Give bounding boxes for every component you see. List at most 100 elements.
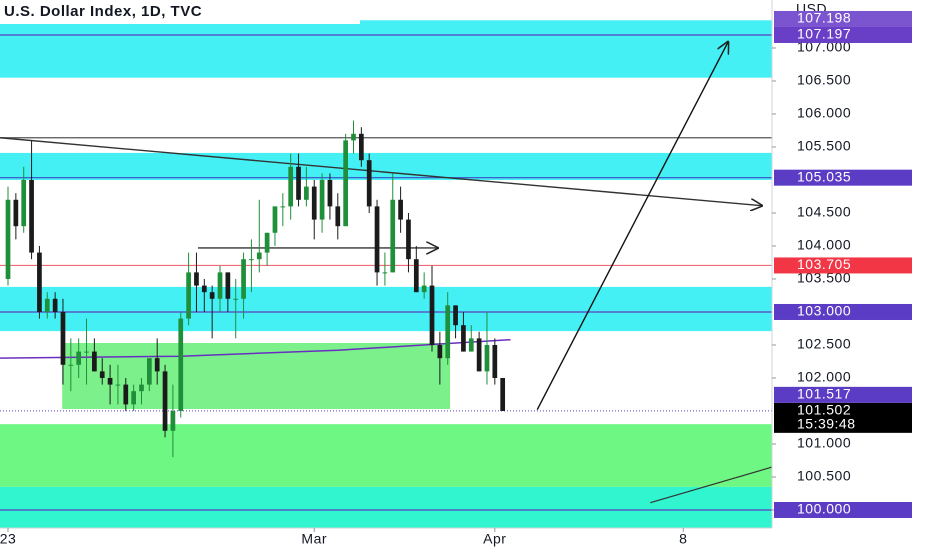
candle-body [115, 384, 121, 386]
zone [0, 486, 772, 528]
y-tick-label: 100.500 [797, 468, 851, 484]
candle-body [461, 325, 466, 352]
candle-body [343, 140, 348, 227]
candle-body [500, 377, 506, 411]
candle-body [99, 371, 105, 378]
candle-body [233, 298, 239, 300]
arrow-line [0, 137, 762, 206]
candle-body [123, 384, 129, 405]
y-tick-label: 105.500 [797, 138, 851, 154]
price-label-time: 15:39:48 [797, 416, 856, 432]
x-tick-label: Mar [301, 531, 327, 547]
x-tick-label: 8 [679, 531, 687, 547]
candle-body [37, 252, 42, 312]
candle-body [358, 133, 364, 161]
candle-body [264, 232, 270, 253]
price-label-bg [774, 169, 912, 186]
candle-body [484, 344, 490, 372]
plot-area [0, 20, 773, 528]
arrow-line [536, 42, 728, 410]
y-tick-label: 106.000 [797, 105, 851, 121]
candle-body [209, 292, 215, 299]
zone [0, 20, 772, 78]
candle-body [44, 298, 50, 312]
candle-body [131, 391, 136, 405]
candle-body [162, 371, 168, 431]
candle-body [13, 199, 19, 227]
price-label: 107.198 [797, 10, 851, 26]
candle-body [382, 272, 388, 274]
y-tick-label: 102.500 [797, 336, 851, 352]
candle-body [445, 305, 451, 359]
candle-body [288, 166, 294, 207]
zone [0, 152, 772, 180]
price-label-bg [774, 501, 912, 518]
price-label: 107.197 [797, 26, 851, 42]
candle-body [92, 351, 97, 372]
zone [0, 286, 772, 332]
candle-body [154, 358, 160, 372]
candle-body [374, 206, 380, 273]
candle-body [468, 338, 474, 352]
y-tick-label: 101.000 [797, 435, 851, 451]
candle-body [139, 384, 144, 392]
candle-body [492, 344, 498, 378]
candle-body [76, 351, 82, 365]
price-label: 103.000 [797, 303, 851, 319]
price-label-bg [774, 257, 912, 274]
price-label-bg [774, 10, 912, 27]
price-label-bg [774, 26, 912, 43]
y-tick-label: 104.000 [797, 237, 851, 253]
chart-title: U.S. Dollar Index, 1D, TVC [4, 3, 202, 20]
candle-body [311, 186, 317, 220]
candle-body [21, 179, 27, 227]
price-label: 101.517 [797, 386, 851, 402]
candle-body [225, 272, 231, 299]
candle-body [201, 285, 207, 293]
y-tick-label: 104.500 [797, 204, 851, 220]
candle-body [107, 377, 113, 385]
price-label: 103.705 [797, 256, 851, 272]
candle-body [5, 199, 11, 279]
y-tick-label: 103.500 [797, 270, 851, 286]
candle-body [29, 179, 34, 253]
candle-body [256, 252, 262, 260]
candle-body [146, 358, 152, 385]
candle-body [437, 344, 443, 359]
candle-body [68, 364, 74, 366]
candle-body [296, 166, 301, 200]
candle-body [319, 179, 325, 220]
candle-body [398, 199, 403, 220]
candle-body [217, 272, 223, 299]
candle-body [304, 186, 309, 200]
x-tick-label: Apr [483, 531, 506, 547]
zone [0, 424, 772, 487]
candle-body [170, 410, 176, 431]
candle-body [476, 338, 482, 372]
candle-body [249, 259, 254, 261]
candle-body [272, 206, 278, 233]
candle-body [366, 160, 372, 207]
candle-body [351, 133, 356, 141]
candle-body [84, 351, 89, 353]
price-label-bg [774, 303, 912, 320]
candle-body [390, 199, 396, 273]
candle-body [52, 298, 58, 312]
y-tick-label: 102.000 [797, 369, 851, 385]
candle-body [178, 318, 184, 411]
candle-body [241, 259, 246, 299]
candle-body [453, 305, 458, 326]
x-tick-label: 23 [0, 531, 16, 547]
moving-average [0, 338, 511, 359]
candle-body [413, 259, 419, 293]
level-line [650, 466, 773, 504]
candle-body [406, 219, 411, 260]
candle-body [186, 272, 191, 319]
price-label: 101.502 [797, 402, 851, 418]
price-label-bg [774, 402, 912, 433]
candle-body [60, 311, 66, 365]
y-tick-label: 106.500 [797, 72, 851, 88]
candle-body [280, 206, 286, 208]
candle-body [335, 206, 341, 227]
